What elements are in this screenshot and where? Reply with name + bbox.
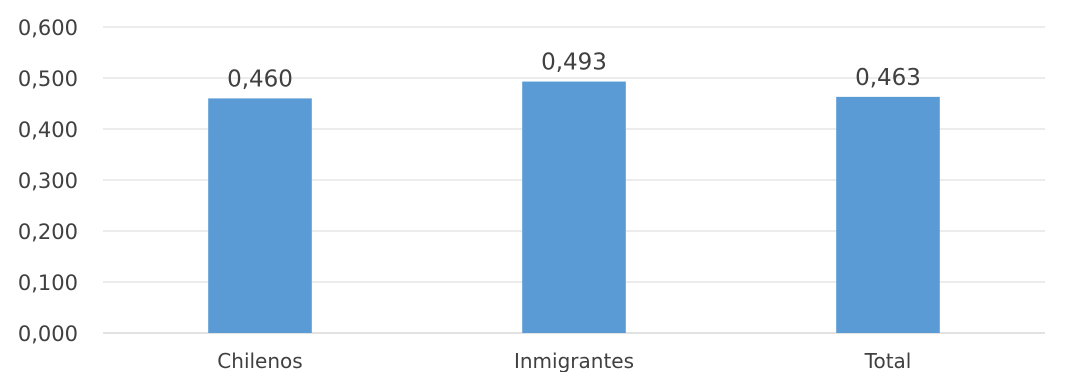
x-tick-label: Chilenos [217, 349, 302, 372]
x-tick-label: Inmigrantes [514, 349, 634, 372]
bar-inmigrantes [522, 81, 626, 333]
bar-chilenos [208, 98, 312, 334]
bars [208, 81, 940, 334]
y-tick-label: 0,300 [18, 169, 78, 193]
x-tick-label: Total [864, 349, 912, 372]
y-axis-ticks: 0,000 0,100 0,200 0,300 0,400 0,500 0,600 [18, 16, 78, 346]
y-tick-label: 0,100 [18, 271, 78, 295]
bar-total [836, 96, 940, 334]
data-labels: 0,460 0,493 0,463 [227, 50, 921, 93]
y-tick-label: 0,500 [18, 67, 78, 91]
data-label: 0,493 [541, 50, 607, 76]
y-tick-label: 0,600 [18, 16, 78, 40]
y-tick-label: 0,200 [18, 220, 78, 244]
y-tick-label: 0,400 [18, 118, 78, 142]
data-label: 0,463 [855, 65, 921, 91]
x-axis-ticks: Chilenos Inmigrantes Total [217, 349, 912, 373]
data-label: 0,460 [227, 66, 293, 92]
y-tick-label: 0,000 [18, 322, 78, 346]
